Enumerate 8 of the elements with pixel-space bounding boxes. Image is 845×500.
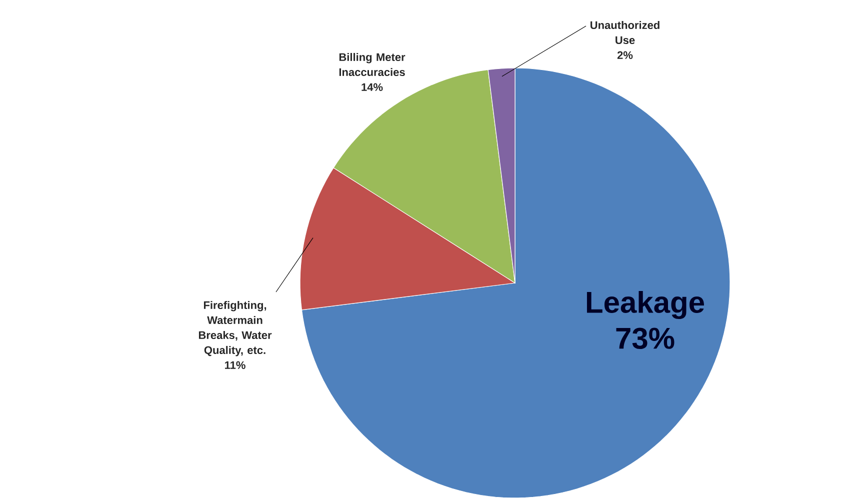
slice-label: Firefighting, Watermain Breaks, Water Quality, etc. [198, 300, 272, 356]
data-label: 2% [617, 51, 633, 60]
data-label: 14% [362, 83, 383, 92]
slice-label: Unauthorized Use [590, 20, 660, 44]
slice-label: Leakage [586, 290, 704, 320]
data-label: 11% [224, 361, 246, 370]
data-label: 73% [616, 328, 674, 350]
slice-label: Billing Meter Inaccuracies [339, 52, 406, 76]
